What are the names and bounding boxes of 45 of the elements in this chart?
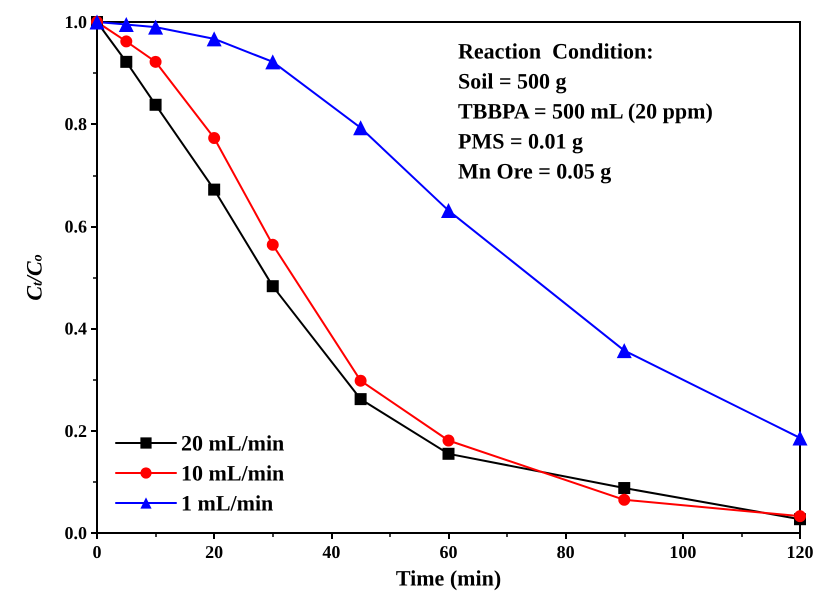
point xyxy=(618,482,630,494)
x-tick-label: 120 xyxy=(786,542,814,562)
point xyxy=(120,35,132,48)
point xyxy=(442,434,454,447)
point xyxy=(266,238,279,251)
y-tick-label: 0.4 xyxy=(64,318,87,339)
point xyxy=(618,494,630,506)
x-tick-label: 100 xyxy=(669,542,696,562)
y-tick-label: 0.6 xyxy=(64,216,87,236)
y-tick-label: 1.0 xyxy=(64,12,87,32)
x-axis-title: Time (min) xyxy=(396,566,502,590)
annotation: Reaction Condition: xyxy=(458,38,654,64)
point xyxy=(794,510,806,522)
point xyxy=(792,430,808,446)
point xyxy=(118,17,134,32)
point xyxy=(442,448,454,460)
legend-label: 1 mL/min xyxy=(181,490,274,516)
annotation: TBBPA = 500 mL (20 ppm) xyxy=(458,98,713,124)
legend-label: 10 mL/min xyxy=(181,460,284,486)
point xyxy=(616,343,632,358)
point xyxy=(120,56,132,68)
point xyxy=(150,56,162,68)
point xyxy=(206,31,222,46)
point xyxy=(265,54,280,70)
point xyxy=(150,98,162,111)
point xyxy=(148,20,164,35)
annotation: Mn Ore = 0.05 g xyxy=(458,158,612,184)
x-tick-label: 0 xyxy=(92,542,102,562)
x-tick-label: 20 xyxy=(205,542,224,562)
point xyxy=(353,120,368,136)
point xyxy=(354,374,367,387)
point xyxy=(208,184,220,196)
point xyxy=(266,280,279,292)
y-tick-label: 0.8 xyxy=(64,114,87,134)
y-tick-label: 0.0 xyxy=(64,523,87,543)
x-tick-label: 80 xyxy=(556,542,575,562)
point xyxy=(354,393,367,406)
legend-label: 20 mL/min xyxy=(181,430,284,456)
point xyxy=(208,132,220,144)
x-tick-label: 40 xyxy=(322,542,340,562)
annotation: PMS = 0.01 g xyxy=(458,128,583,154)
annotation: Soil = 500 g xyxy=(458,68,566,94)
point xyxy=(441,203,456,218)
y-tick-label: 0.2 xyxy=(64,420,87,441)
x-tick-label: 60 xyxy=(440,542,458,562)
